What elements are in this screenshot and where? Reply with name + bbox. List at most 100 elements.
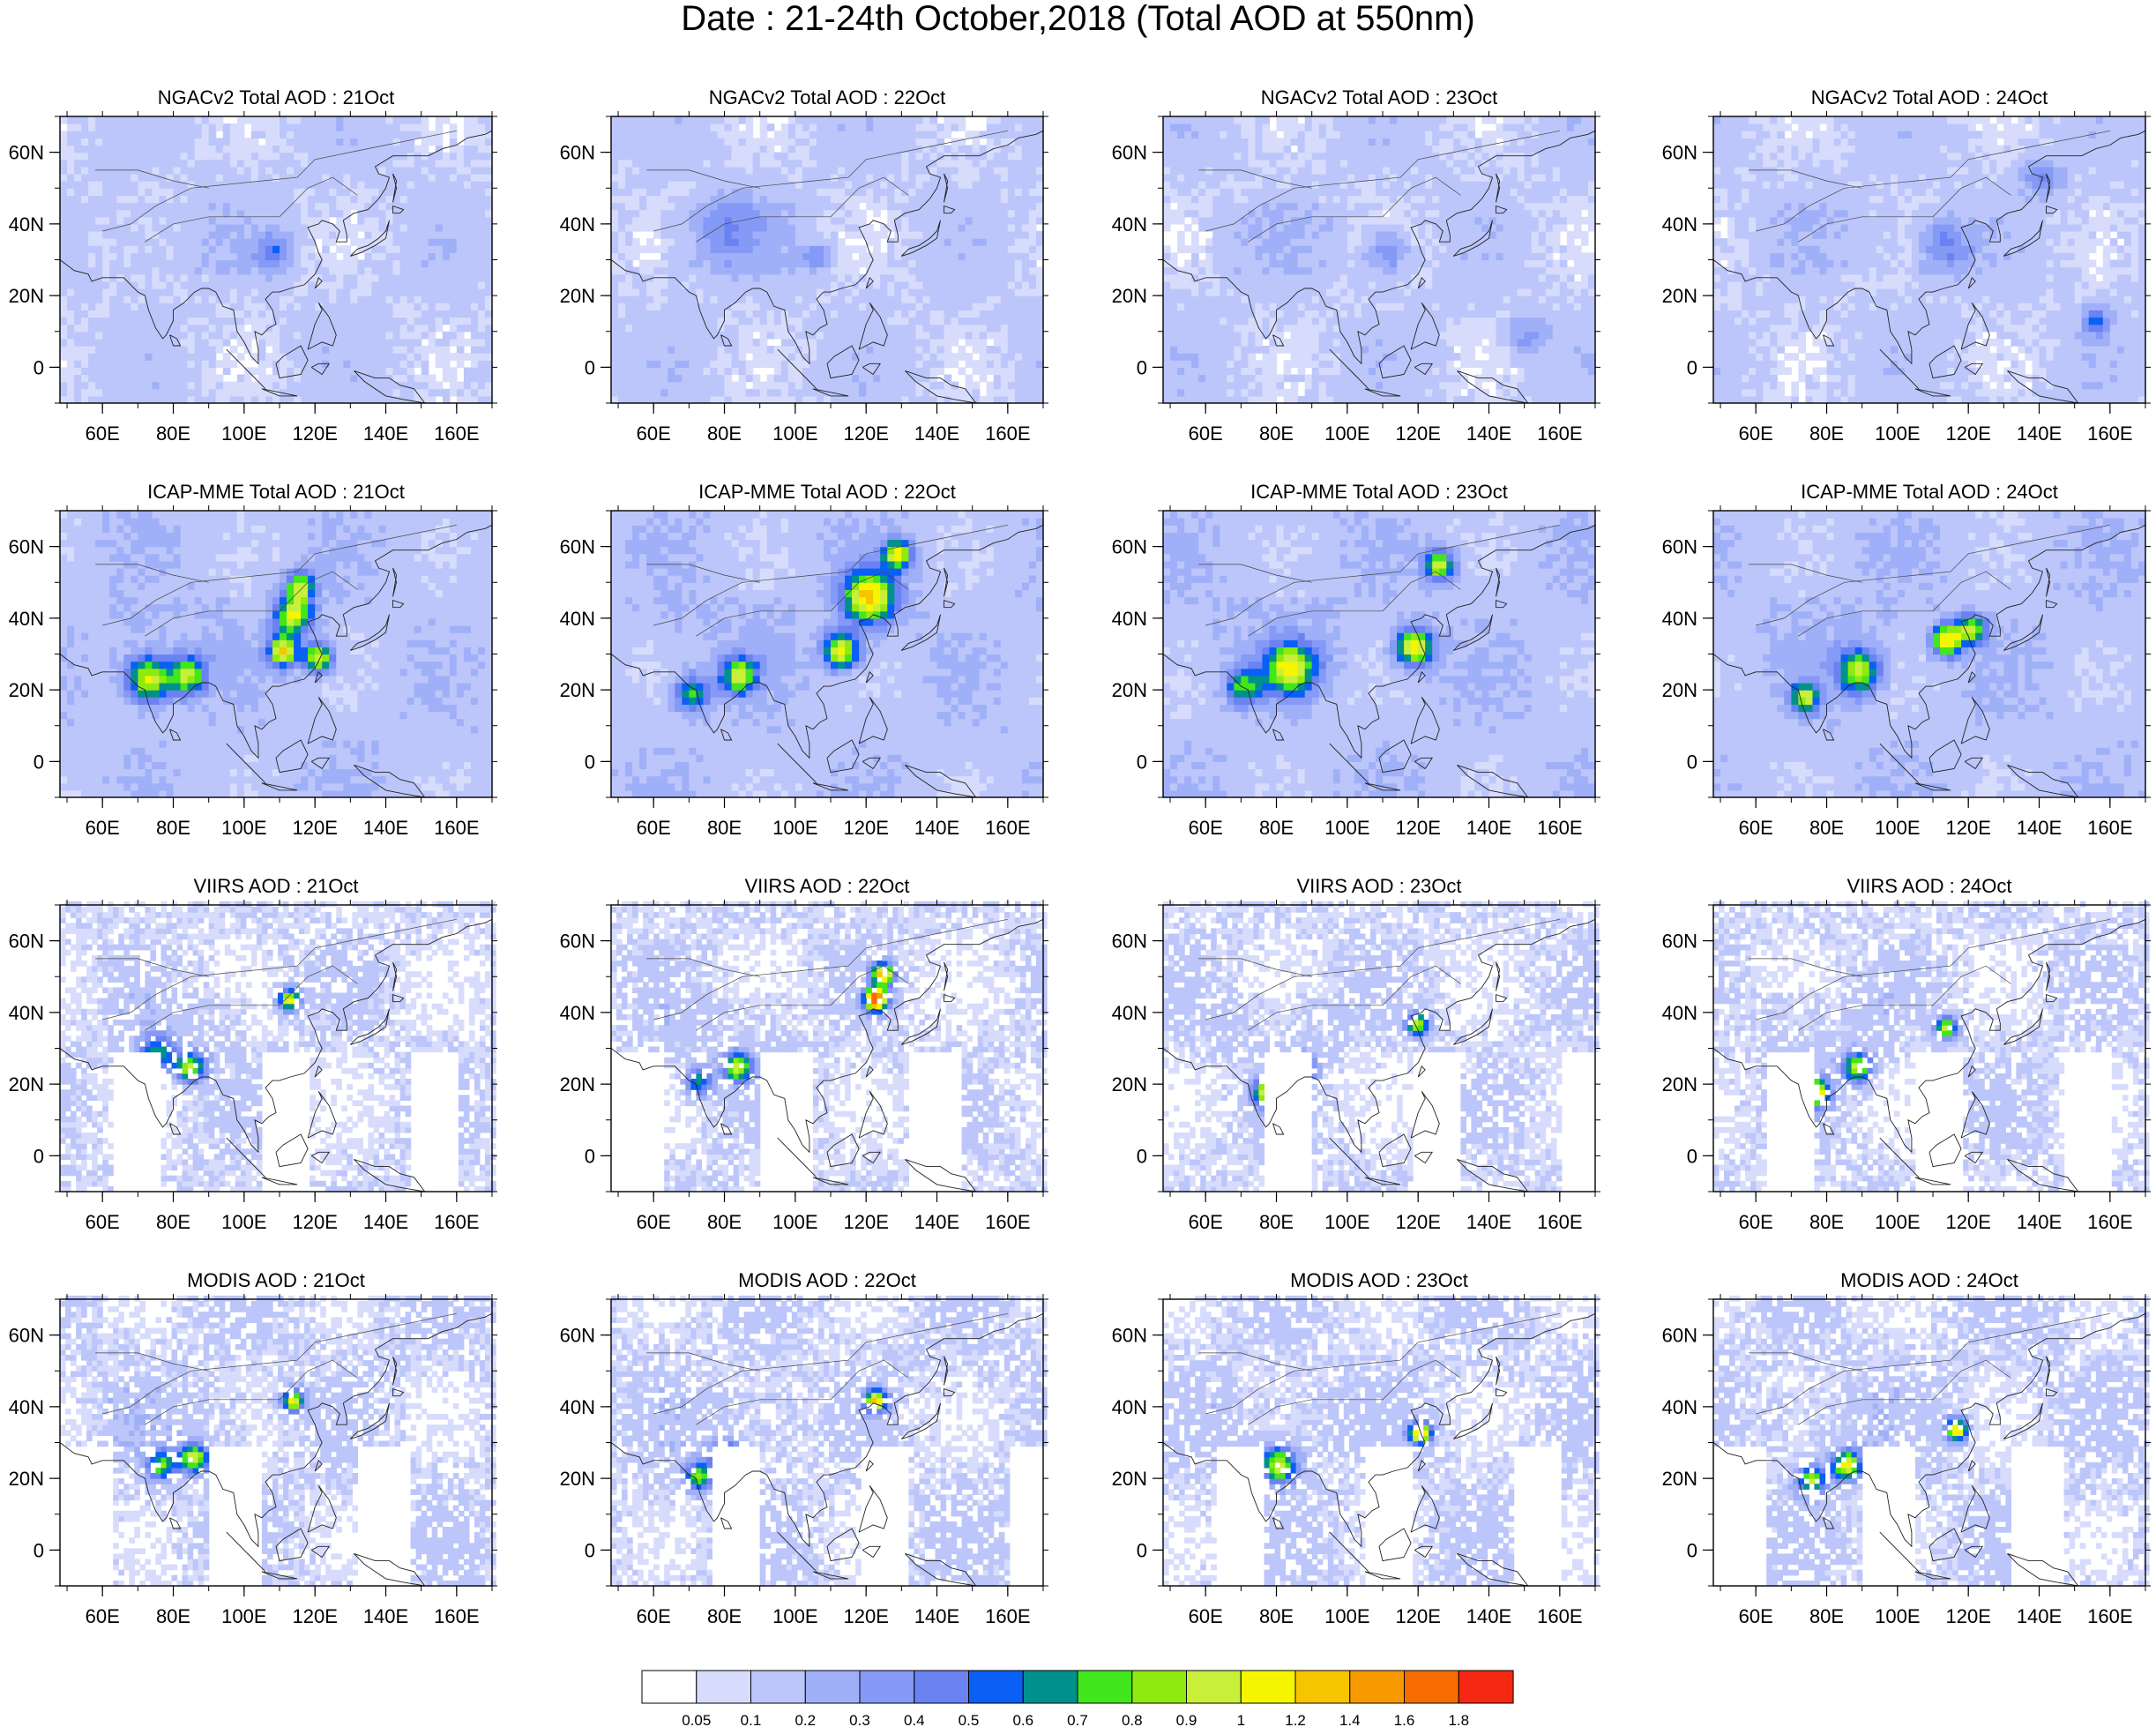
colorbar-swatch [1295,1671,1350,1703]
panel-title: MODIS AOD : 23Oct [1290,1269,1468,1291]
colorbar-swatch [1023,1671,1078,1703]
x-tick-label: 120E [1945,422,1990,445]
panel-title: MODIS AOD : 24Oct [1840,1269,2018,1291]
y-tick-label: 20N [560,1073,595,1095]
x-tick-label: 120E [1945,1211,1990,1233]
colorbar-label: 0.3 [849,1712,870,1727]
y-tick-label: 60N [1662,536,1697,558]
x-tick-label: 80E [156,1211,190,1233]
aod-field [1713,116,2146,404]
y-tick-label: 0 [34,1145,44,1167]
y-tick-label: 60N [1112,142,1147,164]
y-tick-label: 60N [1662,931,1697,953]
y-tick-label: 0 [1687,1145,1697,1167]
x-tick-label: 120E [292,817,337,839]
aod-field [60,1296,496,1587]
aod-field [60,901,496,1192]
panel-title: ICAP-MME Total AOD : 23Oct [1250,481,1508,503]
colorbar-label: 0.8 [1122,1712,1143,1727]
x-tick-label: 80E [707,817,742,839]
x-tick-label: 140E [914,422,959,445]
colorbar-label: 0.4 [904,1712,925,1727]
x-tick-label: 100E [772,422,817,445]
x-tick-label: 100E [221,1211,266,1233]
y-tick-label: 20N [1662,1468,1697,1490]
x-tick-label: 80E [1259,422,1294,445]
colorbar-swatch [1458,1671,1513,1703]
x-tick-label: 140E [914,1211,959,1233]
x-tick-label: 120E [1395,1211,1440,1233]
y-tick-label: 40N [1662,608,1697,630]
x-tick-label: 160E [1537,422,1582,445]
x-tick-label: 160E [1537,1605,1582,1627]
x-tick-label: 80E [1259,817,1294,839]
x-tick-label: 160E [434,422,479,445]
x-tick-label: 120E [292,422,337,445]
y-tick-label: 20N [1662,679,1697,701]
x-tick-label: 100E [221,1605,266,1627]
aod-field [1163,511,1596,798]
y-tick-label: 40N [560,608,595,630]
x-tick-label: 60E [1739,1211,1773,1233]
y-tick-label: 60N [9,931,44,953]
x-tick-label: 140E [2017,1211,2062,1233]
colorbar-swatch [1350,1671,1405,1703]
x-tick-label: 160E [985,1605,1030,1627]
x-tick-label: 100E [772,1211,817,1233]
x-tick-label: 120E [1395,817,1440,839]
y-tick-label: 60N [9,1325,44,1347]
y-tick-label: 40N [560,1002,595,1024]
x-tick-label: 140E [1466,817,1511,839]
x-tick-label: 100E [1875,817,1920,839]
y-tick-label: 0 [1687,356,1697,378]
colorbar-label: 0.05 [682,1712,711,1727]
y-tick-label: 0 [1137,356,1147,378]
y-tick-label: 20N [1112,679,1147,701]
colorbar-label: 0.2 [795,1712,816,1727]
x-tick-label: 120E [292,1211,337,1233]
y-tick-label: 40N [1662,1396,1697,1418]
x-tick-label: 160E [1537,1211,1582,1233]
x-tick-label: 160E [1537,817,1582,839]
aod-field [1713,901,2150,1192]
y-tick-label: 40N [1112,608,1147,630]
y-tick-label: 40N [1112,1002,1147,1024]
aod-field [611,511,1044,798]
coastline [1713,919,2145,1192]
x-tick-label: 100E [221,422,266,445]
y-tick-label: 40N [9,213,44,236]
y-tick-label: 20N [9,679,44,701]
x-tick-label: 60E [1189,422,1223,445]
x-tick-label: 60E [86,817,120,839]
x-tick-label: 140E [1466,1605,1511,1627]
x-tick-label: 80E [707,1211,742,1233]
y-tick-label: 60N [560,536,595,558]
x-tick-label: 80E [156,422,190,445]
x-tick-label: 60E [1739,817,1773,839]
panel-title: VIIRS AOD : 23Oct [1296,875,1461,897]
aod-field [60,116,493,404]
aod-field [60,511,493,798]
panel-title: MODIS AOD : 21Oct [187,1269,365,1291]
x-tick-label: 140E [2017,1605,2062,1627]
aod-field [611,901,1048,1192]
colorbar-swatch [697,1671,751,1703]
x-tick-label: 160E [985,1211,1030,1233]
y-tick-label: 20N [1662,285,1697,307]
panel-title: NGACv2 Total AOD : 23Oct [1261,86,1498,108]
y-tick-label: 40N [1112,213,1147,236]
x-tick-label: 80E [1809,422,1844,445]
y-tick-label: 0 [34,356,44,378]
colorbar-swatch [1405,1671,1459,1703]
x-tick-label: 140E [363,817,408,839]
y-tick-label: 40N [560,213,595,236]
x-tick-label: 100E [1324,817,1369,839]
colorbar-swatch [1187,1671,1242,1703]
x-tick-label: 60E [637,1605,671,1627]
y-tick-label: 0 [34,751,44,773]
x-tick-label: 80E [1809,1605,1844,1627]
